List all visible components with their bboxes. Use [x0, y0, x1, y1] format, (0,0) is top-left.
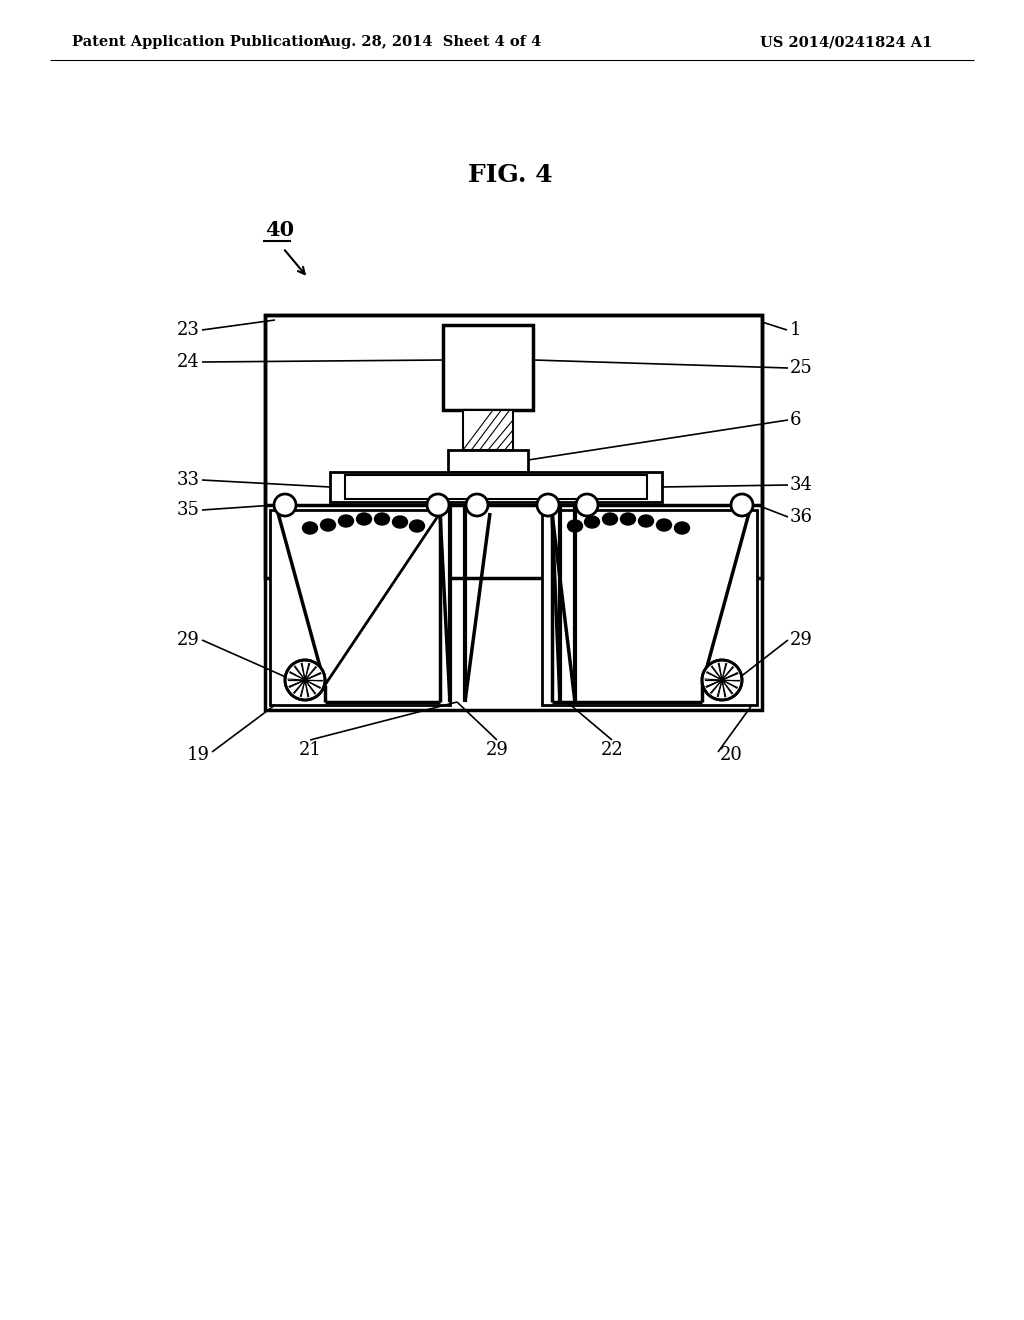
- Bar: [265, 315, 762, 710]
- Ellipse shape: [639, 515, 653, 527]
- Ellipse shape: [302, 521, 317, 535]
- Ellipse shape: [410, 520, 425, 532]
- Ellipse shape: [356, 513, 372, 525]
- Text: 33: 33: [177, 471, 200, 488]
- Text: 22: 22: [601, 741, 624, 759]
- Bar: [463, 411, 513, 450]
- Ellipse shape: [375, 513, 389, 525]
- Text: 29: 29: [790, 631, 813, 649]
- Text: 24: 24: [177, 352, 200, 371]
- Text: 29: 29: [177, 631, 200, 649]
- Ellipse shape: [675, 521, 689, 535]
- Bar: [449, 450, 528, 473]
- Text: 29: 29: [485, 741, 509, 759]
- Ellipse shape: [392, 516, 408, 528]
- Text: FIG. 4: FIG. 4: [468, 162, 552, 187]
- Text: Patent Application Publication: Patent Application Publication: [72, 36, 324, 49]
- Ellipse shape: [321, 519, 336, 531]
- Ellipse shape: [602, 513, 617, 525]
- Text: 25: 25: [790, 359, 813, 378]
- Text: 36: 36: [790, 508, 813, 525]
- Bar: [265, 315, 762, 578]
- Text: 1: 1: [790, 321, 802, 339]
- Bar: [330, 473, 662, 502]
- Circle shape: [285, 660, 325, 700]
- Text: 23: 23: [177, 321, 200, 339]
- Ellipse shape: [585, 516, 599, 528]
- Ellipse shape: [621, 513, 636, 525]
- Text: 20: 20: [720, 746, 742, 764]
- Bar: [542, 510, 757, 705]
- Ellipse shape: [567, 520, 583, 532]
- Circle shape: [537, 494, 559, 516]
- Text: 40: 40: [265, 220, 294, 240]
- Circle shape: [575, 494, 598, 516]
- Bar: [345, 475, 647, 499]
- Ellipse shape: [339, 515, 353, 527]
- Circle shape: [274, 494, 296, 516]
- Text: Aug. 28, 2014  Sheet 4 of 4: Aug. 28, 2014 Sheet 4 of 4: [318, 36, 541, 49]
- Text: 19: 19: [187, 746, 210, 764]
- Text: 21: 21: [299, 741, 322, 759]
- Ellipse shape: [656, 519, 672, 531]
- Circle shape: [731, 494, 753, 516]
- Text: 35: 35: [177, 502, 200, 519]
- Circle shape: [466, 494, 488, 516]
- Circle shape: [427, 494, 449, 516]
- Text: 34: 34: [790, 477, 813, 494]
- Text: US 2014/0241824 A1: US 2014/0241824 A1: [760, 36, 933, 49]
- Bar: [443, 325, 534, 411]
- Text: 6: 6: [790, 411, 802, 429]
- Circle shape: [702, 660, 742, 700]
- Bar: [270, 510, 450, 705]
